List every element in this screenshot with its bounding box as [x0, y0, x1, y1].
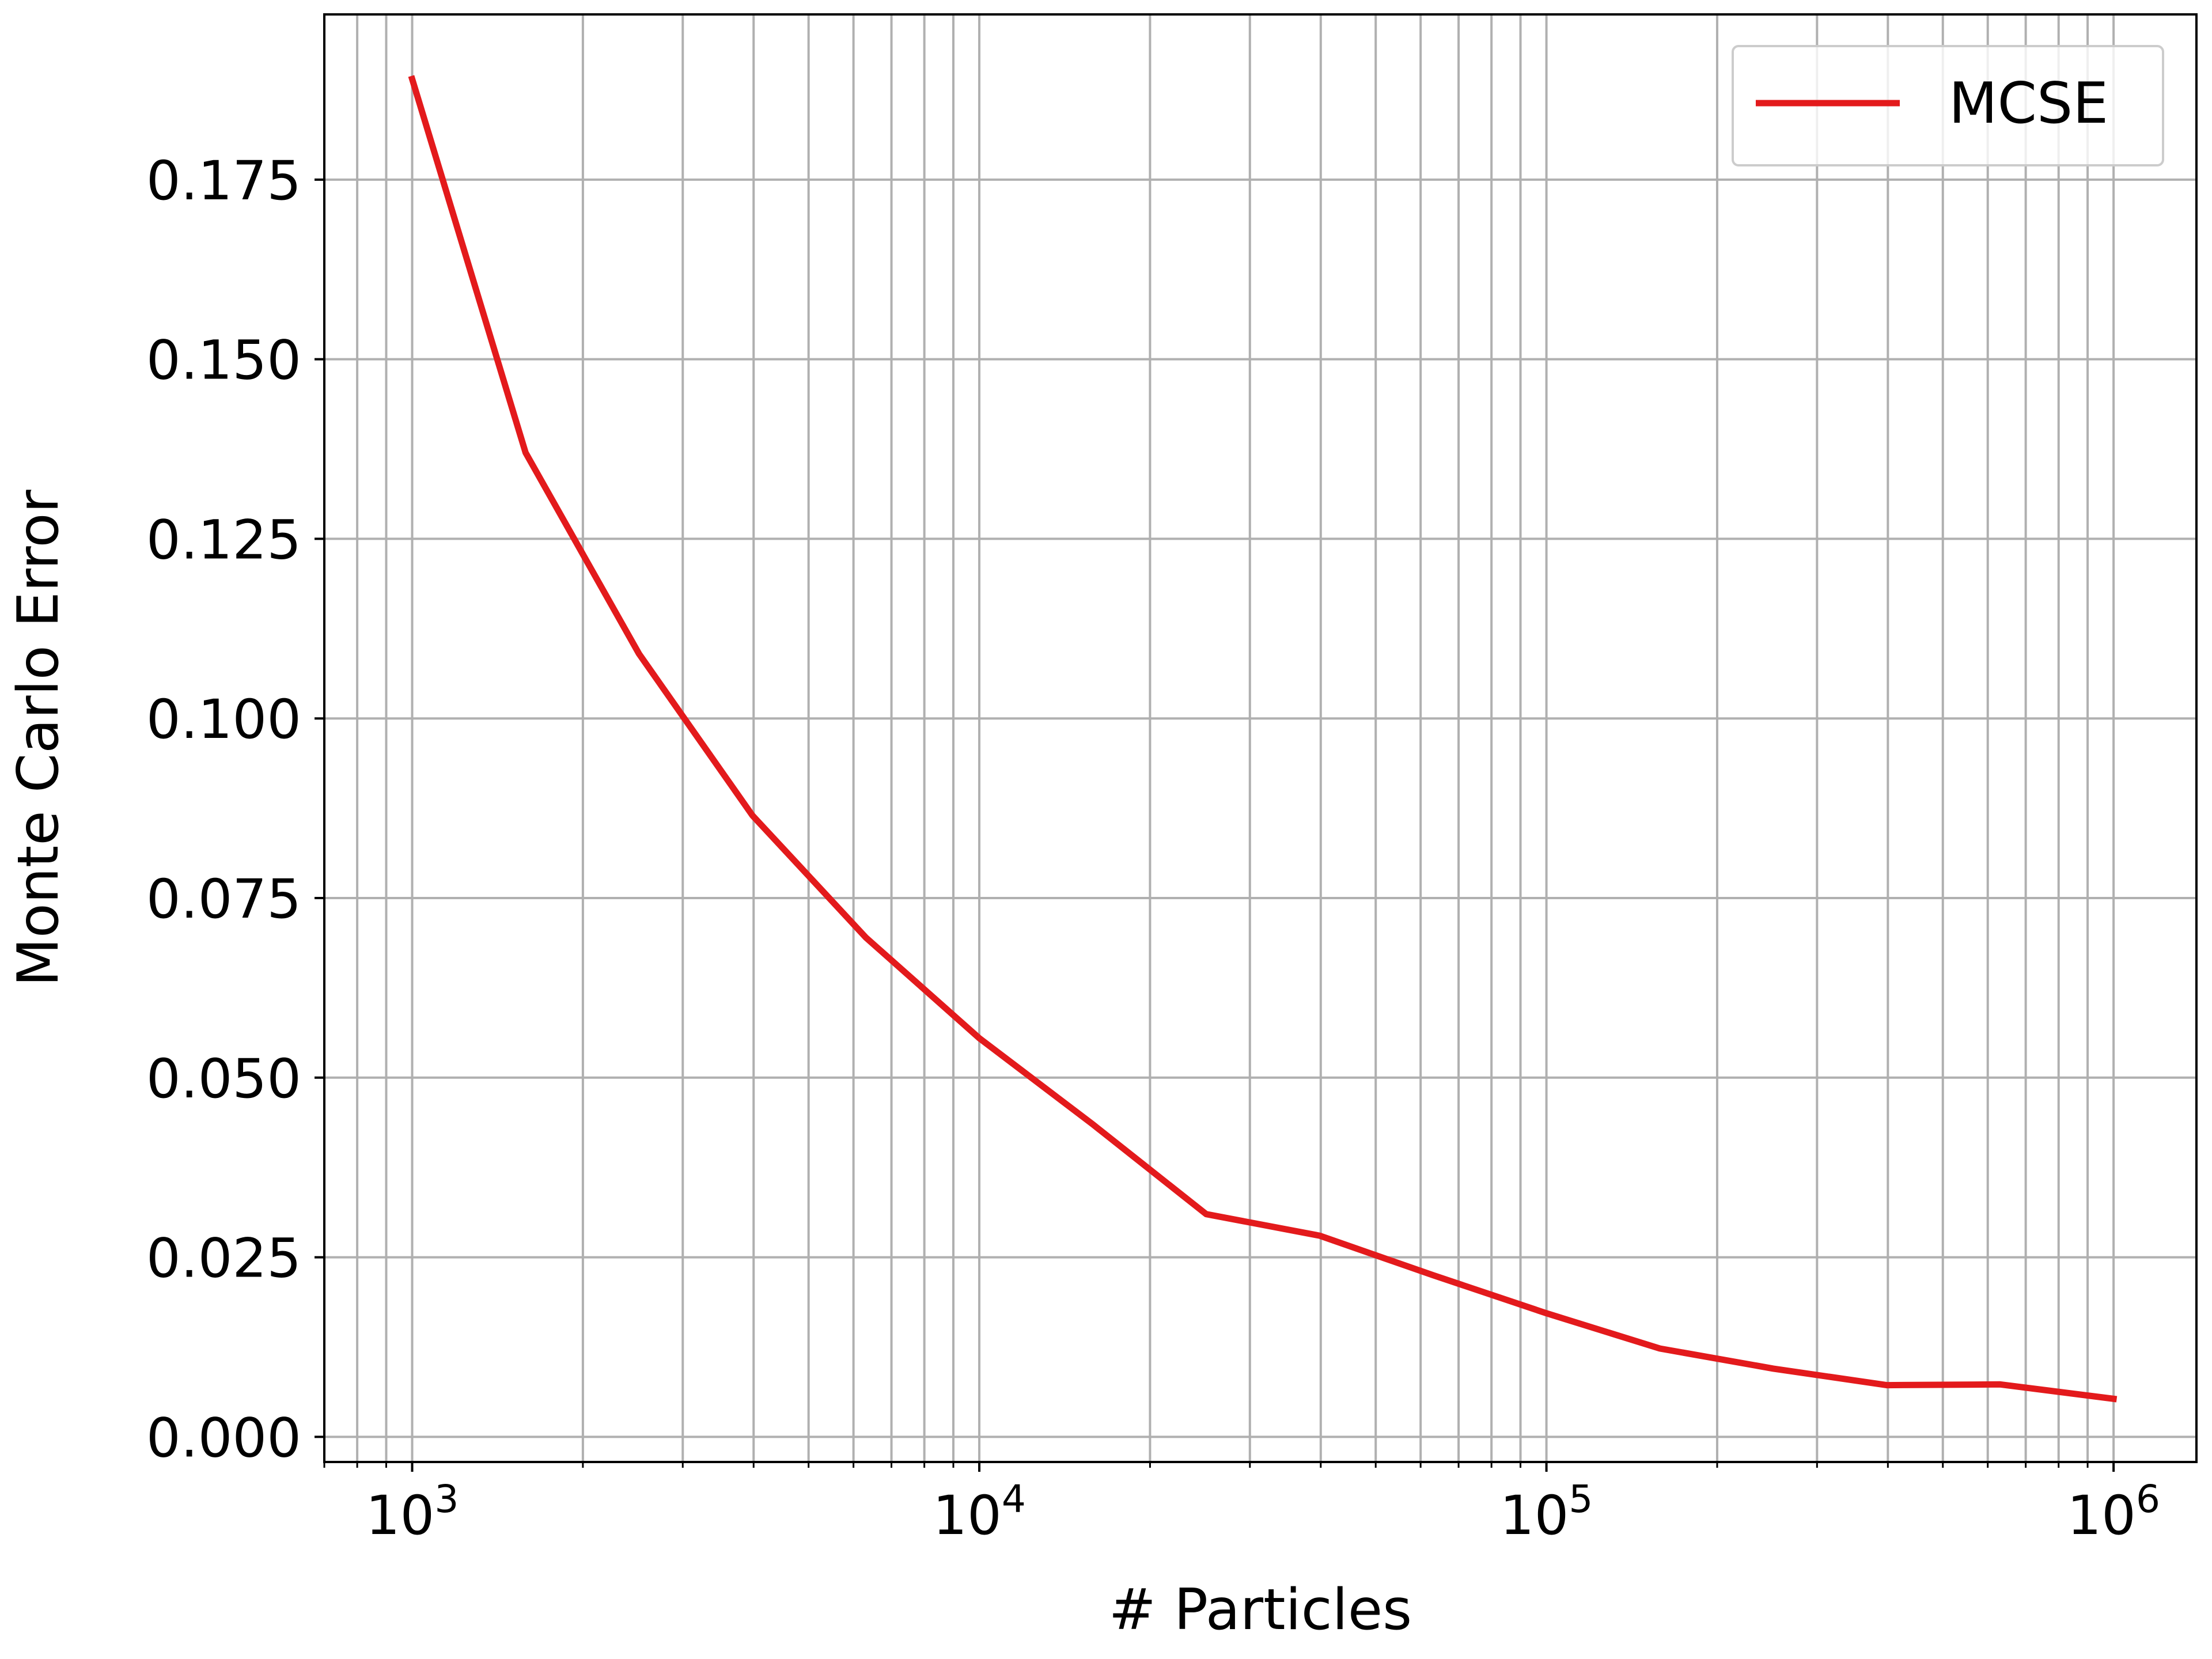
- plot-frame: [323, 13, 2198, 1463]
- legend: MCSE: [1732, 45, 2164, 166]
- y-tick-label: 0.025: [146, 1228, 301, 1290]
- legend-box: [1732, 45, 2164, 166]
- x-tick-label: 104: [933, 1477, 1026, 1547]
- y-tick-label: 0.150: [146, 329, 301, 392]
- y-tick-label: 0.125: [146, 509, 301, 571]
- tick-labels: 0.000 0.025 0.050 0.075 0.100 0.125 0.150 0.175…: [146, 150, 2160, 1547]
- grid: [323, 14, 2196, 1462]
- x-tick-label: 106: [2067, 1477, 2160, 1547]
- y-tick-label: 0.175: [146, 150, 301, 213]
- ticks: [315, 178, 2115, 1472]
- y-tick-label: 0.075: [146, 868, 301, 931]
- x-axis-label: # Particles: [1109, 1577, 1412, 1643]
- y-tick-label: 0.000: [146, 1407, 301, 1469]
- x-tick-label: 105: [1500, 1477, 1593, 1547]
- series-layer: [408, 75, 2118, 1403]
- y-tick-label: 0.100: [146, 688, 301, 751]
- legend-label-mcse: MCSE: [1949, 71, 2108, 137]
- y-tick-label: 0.050: [146, 1048, 301, 1111]
- y-axis-label: Monte Carlo Error: [6, 490, 71, 987]
- x-tick-label: 103: [366, 1477, 459, 1547]
- series-line-mcse: [408, 75, 2118, 1403]
